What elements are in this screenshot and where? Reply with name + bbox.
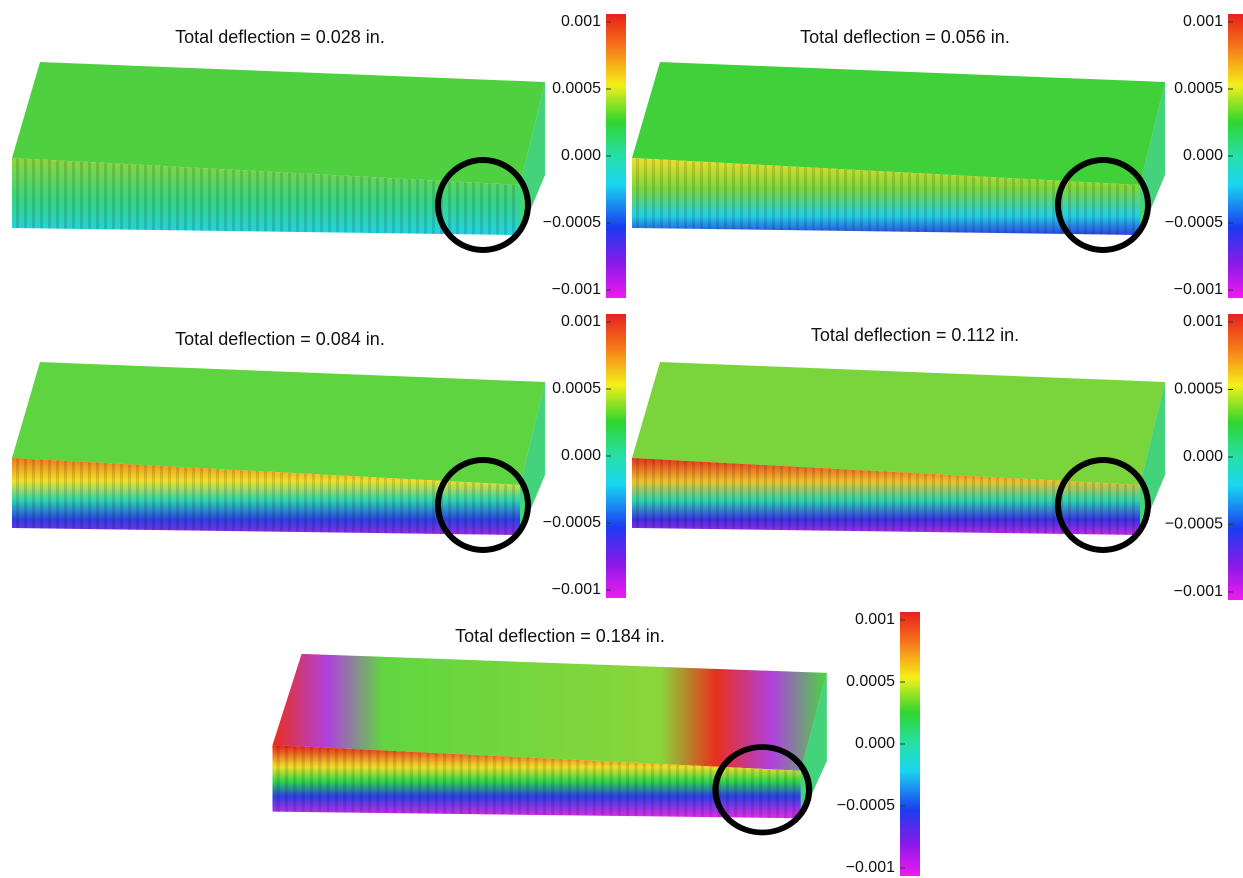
beam <box>632 362 1165 553</box>
beam-top-face <box>272 653 827 771</box>
panel-title: Total deflection = 0.184 in. <box>455 626 665 646</box>
colorbar-tick-label: 0.000 <box>561 447 601 464</box>
colorbar-tick-label: 0.001 <box>1183 13 1223 30</box>
colorbar-tick-label: 0.000 <box>1183 448 1223 465</box>
beam-top-face <box>12 362 545 485</box>
beam <box>12 62 545 253</box>
beam-top-face <box>632 62 1165 185</box>
panel-title: Total deflection = 0.056 in. <box>800 27 1010 47</box>
colorbar-tick-label: −0.0005 <box>1165 516 1223 533</box>
beam-front-texture <box>272 745 801 819</box>
colorbar-tick-label: 0.001 <box>561 313 601 330</box>
colorbar-tick-label: 0.0005 <box>1174 381 1223 398</box>
colorbar-tick-label: −0.001 <box>1174 281 1223 298</box>
colorbar-tick-label: −0.0005 <box>543 214 601 231</box>
beam-front-texture <box>12 158 520 235</box>
colorbar-tick-label: −0.0005 <box>837 797 895 814</box>
colorbar-tick-label: 0.001 <box>561 13 601 30</box>
beam <box>632 62 1165 253</box>
colorbar <box>1228 314 1243 600</box>
colorbar-tick-label: 0.0005 <box>846 673 895 690</box>
colorbar-tick-label: 0.0005 <box>1174 80 1223 97</box>
colorbar-tick-label: 0.001 <box>1183 313 1223 330</box>
colorbar-tick-label: −0.0005 <box>543 514 601 531</box>
highlight-circle <box>712 744 813 836</box>
colorbar-tick-label: 0.001 <box>855 611 895 628</box>
highlight-circle <box>1055 457 1151 553</box>
beam-front-texture <box>632 158 1140 235</box>
colorbar <box>1228 14 1243 298</box>
colorbar-tick-label: 0.000 <box>561 147 601 164</box>
beam-top-face <box>12 62 545 185</box>
beam <box>272 653 827 836</box>
beam-top-face <box>632 362 1165 485</box>
beam-front-texture <box>632 458 1140 535</box>
colorbar-tick-label: 0.000 <box>1183 147 1223 164</box>
colorbar <box>606 314 626 598</box>
panel-title: Total deflection = 0.084 in. <box>175 329 385 349</box>
colorbar-tick-label: −0.001 <box>552 281 601 298</box>
highlight-circle <box>1055 157 1151 253</box>
beam-front-texture <box>12 458 520 535</box>
colorbar <box>606 14 626 298</box>
colorbar-tick-label: −0.001 <box>1174 583 1223 600</box>
colorbar-tick-label: 0.0005 <box>552 380 601 397</box>
beam <box>12 362 545 553</box>
colorbar-tick-label: −0.001 <box>846 859 895 876</box>
colorbar-tick-label: 0.000 <box>855 735 895 752</box>
highlight-circle <box>435 457 531 553</box>
colorbar-tick-label: −0.0005 <box>1165 214 1223 231</box>
panel-title: Total deflection = 0.112 in. <box>811 325 1019 345</box>
highlight-circle <box>435 157 531 253</box>
colorbar-tick-label: −0.001 <box>552 581 601 598</box>
colorbar-tick-label: 0.0005 <box>552 80 601 97</box>
colorbar <box>900 612 920 876</box>
panel-title: Total deflection = 0.028 in. <box>175 27 385 47</box>
